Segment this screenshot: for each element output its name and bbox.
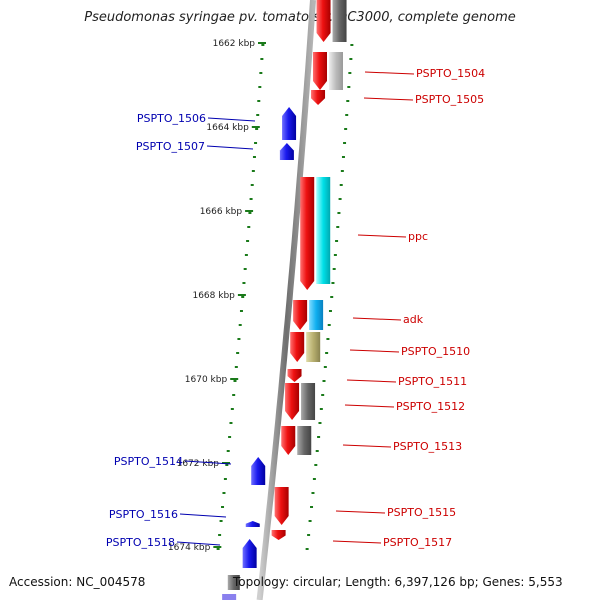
reverse-gene-label: PSPTO_1514	[114, 455, 183, 468]
label-leader-line	[346, 379, 397, 383]
track-layer	[256, 0, 316, 600]
topology-label: Topology: circular; Length: 6,397,126 bp…	[233, 575, 563, 589]
label-leader-line	[342, 444, 392, 448]
forward-gene-arrow	[300, 177, 315, 290]
partial-gene	[227, 575, 240, 590]
label-leader-line	[332, 540, 382, 544]
forward-gene-label: PSPTO_1504	[416, 67, 485, 80]
forward-gene-label: ppc	[408, 230, 428, 243]
scale-tick-label: 1664 kbp	[206, 123, 249, 133]
label-layer: 1662 kbp 1664 kbp 1666 kbp 1668 kbp 1670 kbp…	[106, 39, 485, 553]
label-leader-line	[179, 513, 227, 518]
label-leader-line	[364, 71, 415, 75]
gene-annotation-box	[309, 300, 324, 330]
scale-tick-label: 1674 kbp	[168, 543, 211, 553]
genome-title: Pseudomonas syringae pv. tomato str. DC3…	[84, 10, 516, 25]
label-leader-line	[207, 117, 256, 122]
forward-gene-arrow	[316, 0, 331, 42]
gene-annotation-box	[316, 177, 331, 284]
label-leader-line	[349, 349, 400, 353]
forward-gene-label: PSPTO_1513	[393, 440, 462, 453]
scale-tick-label: 1668 kbp	[192, 291, 235, 301]
label-leader-line	[335, 510, 386, 514]
reverse-gene-label: PSPTO_1507	[136, 140, 205, 153]
inner-tick-ring	[216, 44, 265, 550]
forward-gene-label: adk	[403, 313, 424, 326]
label-leader-line	[206, 145, 254, 150]
forward-gene-label: PSPTO_1512	[396, 400, 465, 413]
forward-gene-arrow	[285, 383, 300, 420]
outer-tick-ring	[305, 44, 354, 550]
forward-gene-arrow	[271, 530, 286, 540]
gene-annotation-box	[332, 0, 347, 42]
gene-annotation-box	[328, 52, 343, 90]
forward-gene-label: PSPTO_1515	[387, 506, 456, 519]
scale-tick-label: 1666 kbp	[200, 207, 243, 217]
reverse-gene-arrow	[242, 539, 257, 568]
forward-gene-arrow	[311, 90, 326, 105]
forward-gene-label: PSPTO_1505	[415, 93, 484, 106]
label-leader-line	[184, 460, 232, 465]
gene-layer	[222, 0, 347, 600]
gene-annotation-box	[301, 383, 316, 420]
scale-tick-label: 1662 kbp	[213, 39, 256, 49]
scale-tick-label: 1670 kbp	[185, 375, 228, 385]
forward-gene-arrow	[274, 487, 289, 525]
forward-gene-label: PSPTO_1510	[401, 345, 470, 358]
forward-gene-label: PSPTO_1517	[383, 536, 452, 549]
forward-gene-arrow	[287, 369, 302, 382]
partial-gene	[222, 594, 237, 600]
label-leader-line	[363, 97, 414, 101]
reverse-gene-label: PSPTO_1506	[137, 112, 206, 125]
reverse-gene-arrow	[279, 143, 294, 160]
reverse-gene-label: PSPTO_1516	[109, 508, 178, 521]
genome-backbone	[256, 0, 316, 600]
forward-gene-arrow	[312, 52, 327, 90]
forward-gene-arrow	[281, 426, 296, 455]
label-leader-line	[352, 317, 402, 321]
forward-gene-label: PSPTO_1511	[398, 375, 467, 388]
scale-tick-label: 1672 kbp	[177, 459, 220, 469]
scale-tick-layer	[213, 42, 354, 550]
label-leader-line	[176, 541, 221, 546]
reverse-gene-arrow	[251, 457, 266, 485]
gene-annotation-box	[297, 426, 312, 455]
accession-label: Accession: NC_004578	[9, 575, 146, 589]
reverse-gene-arrow	[245, 521, 260, 527]
reverse-gene-arrow	[282, 107, 297, 140]
forward-gene-arrow	[293, 300, 308, 330]
forward-gene-arrow	[290, 332, 305, 362]
label-leader-line	[344, 404, 395, 408]
label-leader-line	[357, 234, 407, 238]
reverse-gene-label: PSPTO_1518	[106, 536, 175, 549]
gene-annotation-box	[306, 332, 321, 362]
